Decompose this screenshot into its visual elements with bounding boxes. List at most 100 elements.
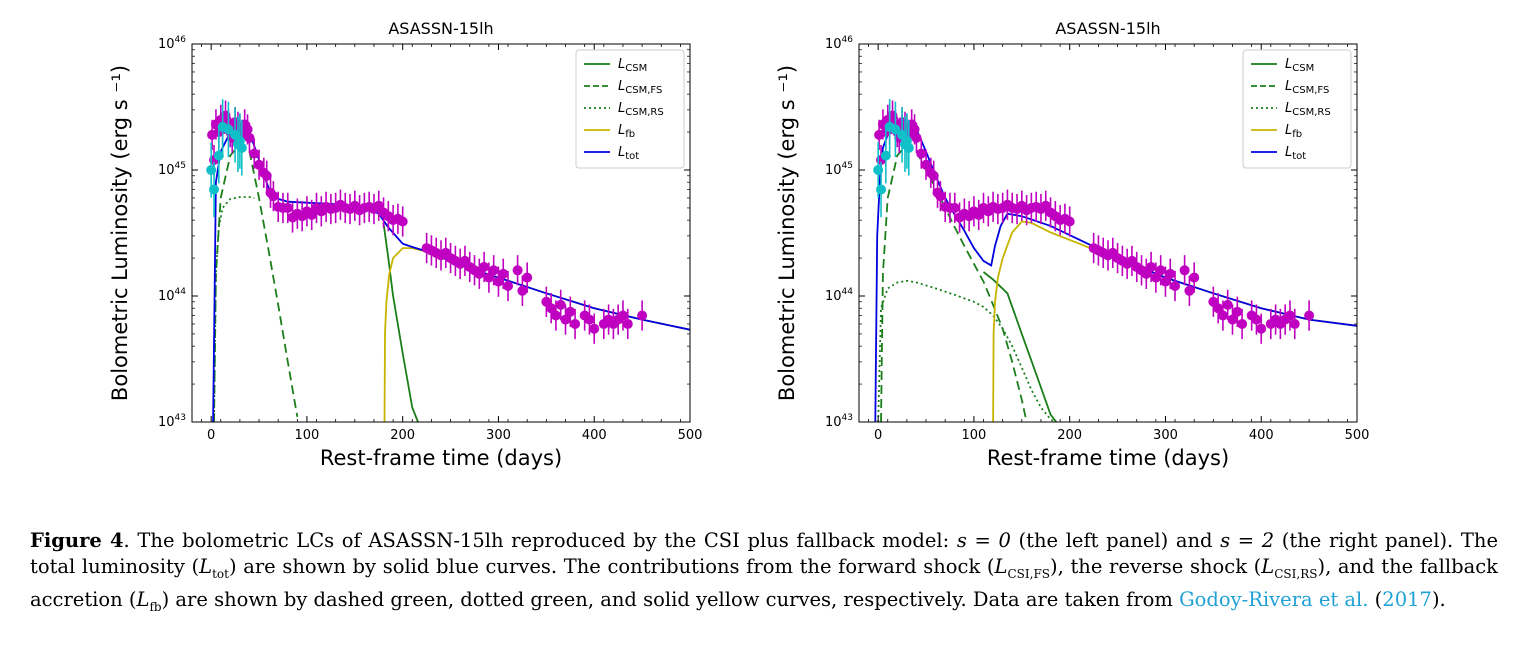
data-point: [1165, 268, 1176, 279]
y-tick-label: 1044: [825, 287, 853, 304]
axes-frame: [191, 43, 691, 423]
series-line: [382, 222, 419, 422]
data-point: [935, 191, 946, 202]
data-point: [880, 150, 891, 161]
x-axis-label: Rest-frame time (days): [320, 446, 562, 470]
data-point: [546, 303, 557, 314]
data-point: [1289, 318, 1300, 329]
caption-text: ), and the fallback accretion (: [30, 555, 1498, 611]
citation-year-link[interactable]: 2017: [1382, 587, 1432, 611]
legend-box: [1242, 49, 1352, 169]
x-tick-label: 0: [207, 428, 215, 443]
x-tick-label: 500: [1345, 428, 1370, 443]
figure-4: 0 100 200 300 400 500 1043 1044 1045 1046 ASASSN-1…: [108, 19, 1369, 470]
label-base: 10: [825, 163, 842, 178]
label-base: 10: [158, 37, 175, 52]
y-tick-label: 1046: [825, 35, 853, 52]
caption-text: ), the reverse shock (: [1050, 555, 1262, 578]
legend-label: LCSM,FS: [618, 79, 662, 96]
chart-title: ASASSN-15lh: [1055, 19, 1160, 38]
data-point: [498, 268, 509, 279]
data-point: [1284, 310, 1295, 321]
data-point: [876, 184, 887, 195]
data-point: [397, 216, 408, 227]
data-point: [1256, 323, 1267, 334]
caption-equation: s = 2: [1220, 529, 1275, 552]
data-point: [249, 148, 260, 159]
data-point: [493, 276, 504, 287]
data-point: [479, 261, 490, 272]
data-point: [244, 132, 255, 143]
label-subscript: CSM,RS: [625, 107, 663, 118]
data-point: [921, 159, 932, 170]
chart-panel-right: 0 100 200 300 400 5001043104410451046ASASSN-1…: [775, 19, 1369, 470]
series-line: [213, 196, 255, 422]
data-point: [1160, 276, 1171, 287]
caption-subscript: tot: [212, 566, 229, 581]
plot-area: [206, 99, 690, 422]
label-base: 10: [825, 37, 842, 52]
y-tick-label: 1046: [158, 35, 186, 52]
label-base: L: [1285, 101, 1292, 116]
y-tick-label: 1045: [825, 161, 853, 178]
data-point: [488, 265, 499, 276]
legend-label: Lfb: [1285, 123, 1302, 140]
label-subscript: fb: [625, 129, 635, 140]
caption-text: ) are shown by dashed green, dotted gree…: [161, 587, 1180, 611]
caption-symbol: L: [994, 555, 1008, 578]
caption-subscript: CSI,RS: [1274, 566, 1318, 581]
plot-area: [873, 99, 1357, 422]
data-point: [236, 142, 247, 153]
chart-panel-left: 0 100 200 300 400 5001043104410451046ASASSN-1…: [108, 19, 702, 470]
data-point: [512, 265, 523, 276]
figure-caption: Figure 4. The bolometric LCs of ASASSN-1…: [30, 528, 1498, 620]
data-point: [1217, 310, 1228, 321]
y-tick-label: 1044: [158, 287, 186, 304]
series-line: [880, 143, 1028, 422]
label-base: 10: [158, 289, 175, 304]
data-point: [565, 306, 576, 317]
x-tick-label: 200: [390, 428, 415, 443]
label-base: L: [618, 123, 625, 138]
data-point: [282, 202, 293, 213]
data-point: [1189, 272, 1200, 283]
caption-symbol: L: [1261, 555, 1275, 578]
series-line: [982, 271, 1058, 422]
label-base: 10: [158, 163, 175, 178]
x-tick-label: 100: [962, 428, 987, 443]
y-tick-label: 1045: [158, 161, 186, 178]
label-superscript: 45: [842, 161, 853, 171]
data-point: [555, 299, 566, 310]
data-point: [550, 310, 561, 321]
label-base: 10: [825, 289, 842, 304]
data-point: [1146, 261, 1157, 272]
label-superscript: 46: [175, 35, 187, 45]
data-point: [522, 272, 533, 283]
x-tick-label: 400: [582, 428, 607, 443]
data-point: [1150, 272, 1161, 283]
caption-subscript: CSI,FS: [1007, 566, 1050, 581]
label-base: L: [618, 57, 625, 72]
data-point: [911, 132, 922, 143]
data-point: [306, 209, 317, 220]
label-subscript: tot: [625, 151, 639, 162]
legend-box: [575, 49, 685, 169]
label-subscript: tot: [1292, 151, 1306, 162]
x-tick-label: 0: [874, 428, 882, 443]
label-base: 10: [158, 415, 175, 430]
data-point: [584, 314, 595, 325]
data-point: [1227, 314, 1238, 325]
x-tick-label: 200: [1057, 428, 1082, 443]
label-base: L: [1285, 145, 1292, 160]
citation-link[interactable]: Godoy-Rivera et al.: [1179, 587, 1369, 611]
label-superscript: 45: [175, 161, 186, 171]
data-point: [890, 124, 901, 135]
caption-text: ).: [1431, 587, 1446, 611]
data-point: [560, 314, 571, 325]
data-point: [570, 318, 581, 329]
data-point: [1222, 299, 1233, 310]
legend-label: Lfb: [618, 123, 635, 140]
legend-label: LCSM: [618, 57, 647, 74]
label-superscript: 43: [175, 413, 186, 423]
